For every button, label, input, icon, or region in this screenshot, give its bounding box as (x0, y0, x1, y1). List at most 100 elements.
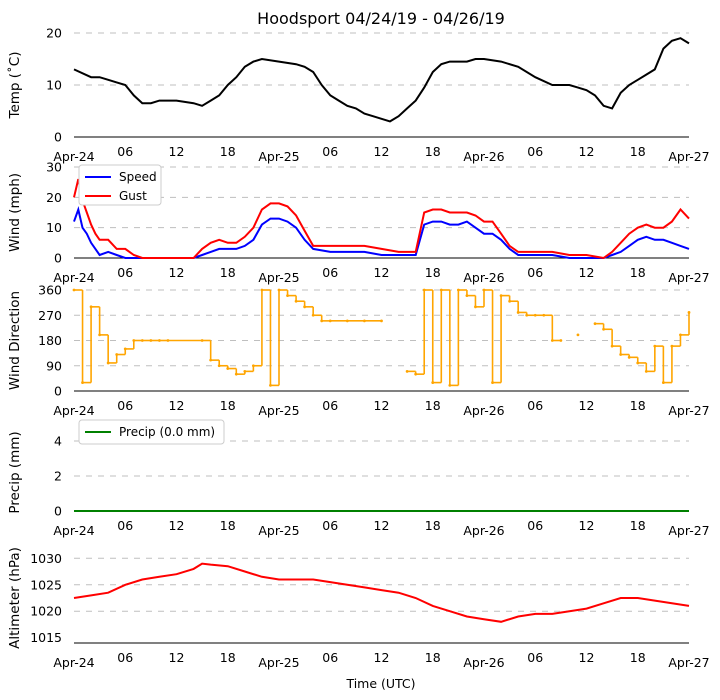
y-tick-label: 90 (46, 358, 62, 373)
series-line-altimeter (73, 562, 690, 623)
panel-1: 0 10 20 Apr-24 06 12 18 Apr-25 06 12 18 Apr-26 06 12 1… (6, 26, 710, 165)
y-tick-label: 180 (38, 333, 62, 348)
x-tick-label: 06 (117, 398, 133, 413)
series-line-speed (73, 205, 690, 259)
legend-box (78, 419, 225, 445)
direction-point (380, 319, 383, 323)
x-tick-label: 06 (322, 398, 338, 413)
x-tick-label: 12 (169, 518, 185, 533)
y-axis-label: Altimeter (hPa) (7, 547, 23, 649)
x-tick-label: 12 (374, 650, 390, 665)
x-tick-label: 06 (527, 518, 543, 533)
x-tick-label: 12 (579, 265, 595, 280)
x-tick-label: 18 (425, 398, 441, 413)
x-tick-label: 12 (169, 144, 185, 159)
x-tick-label: 18 (425, 144, 441, 159)
legend-label: Precip (0.0 mm) (119, 425, 215, 439)
y-axis-label: Wind Direction (7, 291, 23, 390)
x-tick-label: 06 (527, 265, 543, 280)
panel-3: 0 90 180 270 360 Apr-24 06 12 18 Apr-25 06 12 18 Apr-… (7, 283, 710, 419)
legend-label: Speed (119, 170, 157, 184)
panel-4: 0 2 4 Apr-24 06 12 18 Apr-25 06 12 18 Apr-26 06 12 18 A… (7, 419, 710, 538)
x-tick-label: 06 (527, 398, 543, 413)
y-tick-label: 30 (46, 160, 62, 175)
x-tick-label: 12 (579, 650, 595, 665)
chart-title: Hoodsport 04/24/19 - 04/26/19 (257, 9, 505, 28)
x-tick-label: 12 (374, 398, 390, 413)
x-tick-label: 18 (220, 518, 236, 533)
x-tick-label: 12 (374, 265, 390, 280)
x-tick-label: 18 (630, 518, 646, 533)
x-tick-label: 18 (220, 144, 236, 159)
x-tick-label: 06 (527, 650, 543, 665)
y-tick-label: 10 (46, 220, 62, 235)
panel-5: 1015 1020 1025 1030 Apr-24 06 12 18 Apr-25 06 12 18… (7, 547, 710, 670)
x-tick-label: 18 (630, 144, 646, 159)
x-tick-label: 18 (630, 398, 646, 413)
x-tick-label: Apr-26 (463, 270, 504, 285)
y-tick-label: 20 (46, 26, 62, 41)
y-axis-label: Temp (˚C) (6, 52, 23, 120)
direction-point (576, 333, 580, 337)
y-tick-label: 1025 (30, 577, 62, 592)
x-tick-label: 06 (322, 265, 338, 280)
x-tick-label: 12 (374, 518, 390, 533)
x-tick-label: 18 (630, 265, 646, 280)
x-tick-label: Apr-24 (53, 149, 94, 164)
x-tick-label: 18 (425, 650, 441, 665)
x-tick-label: 06 (322, 144, 338, 159)
x-tick-label: 12 (374, 144, 390, 159)
y-tick-label: 0 (54, 504, 62, 519)
x-tick-label: 06 (322, 650, 338, 665)
x-tick-label: 12 (579, 518, 595, 533)
x-tick-label: 18 (220, 398, 236, 413)
x-tick-label: Apr-27 (668, 149, 709, 164)
x-tick-label: 18 (425, 265, 441, 280)
y-tick-label: 2 (54, 469, 62, 484)
x-tick-label: Apr-26 (463, 655, 504, 670)
x-tick-label: 06 (117, 518, 133, 533)
x-tick-label: Apr-27 (668, 403, 709, 418)
x-tick-label: 12 (169, 398, 185, 413)
x-tick-label: Apr-25 (258, 523, 299, 538)
x-tick-label: Apr-24 (53, 523, 94, 538)
y-tick-label: 20 (46, 190, 62, 205)
x-tick-label: Apr-26 (463, 523, 504, 538)
x-tick-label: 18 (220, 650, 236, 665)
y-tick-label: 0 (54, 384, 62, 399)
x-tick-label: 18 (425, 518, 441, 533)
x-tick-label: Apr-27 (668, 655, 709, 670)
y-tick-label: 0 (54, 130, 62, 145)
x-tick-label: 12 (169, 265, 185, 280)
x-tick-label: 06 (117, 144, 133, 159)
x-tick-label: 06 (322, 518, 338, 533)
legend-label: Gust (119, 189, 147, 203)
panel-2: 0 10 20 30 Apr-24 06 12 18 Apr-25 06 12 18 Apr-26 06 1… (7, 160, 710, 286)
y-tick-label: 1030 (30, 551, 62, 566)
x-tick-label: 06 (117, 650, 133, 665)
x-tick-label: Apr-25 (258, 270, 299, 285)
x-tick-label: 06 (527, 144, 543, 159)
direction-point (559, 339, 563, 342)
x-tick-label: Apr-26 (463, 403, 504, 418)
series-line-temp (73, 37, 690, 123)
y-tick-label: 0 (54, 251, 62, 266)
x-tick-label: Apr-25 (258, 149, 299, 164)
x-axis-label: Time (UTC) (345, 676, 415, 691)
x-tick-label: 18 (630, 650, 646, 665)
y-tick-label: 360 (38, 283, 62, 298)
x-tick-label: Apr-24 (53, 270, 94, 285)
x-tick-label: 12 (579, 398, 595, 413)
y-tick-label: 270 (38, 308, 62, 323)
y-tick-label: 4 (54, 434, 62, 449)
x-tick-label: Apr-25 (258, 403, 299, 418)
y-axis-label: Precip (mm) (7, 431, 23, 513)
x-tick-label: Apr-25 (258, 655, 299, 670)
direction-point (687, 311, 691, 314)
x-tick-label: 06 (117, 265, 133, 280)
x-tick-label: Apr-27 (668, 523, 709, 538)
x-tick-label: Apr-27 (668, 270, 709, 285)
x-tick-label: Apr-24 (53, 655, 94, 670)
x-tick-label: Apr-26 (463, 149, 504, 164)
